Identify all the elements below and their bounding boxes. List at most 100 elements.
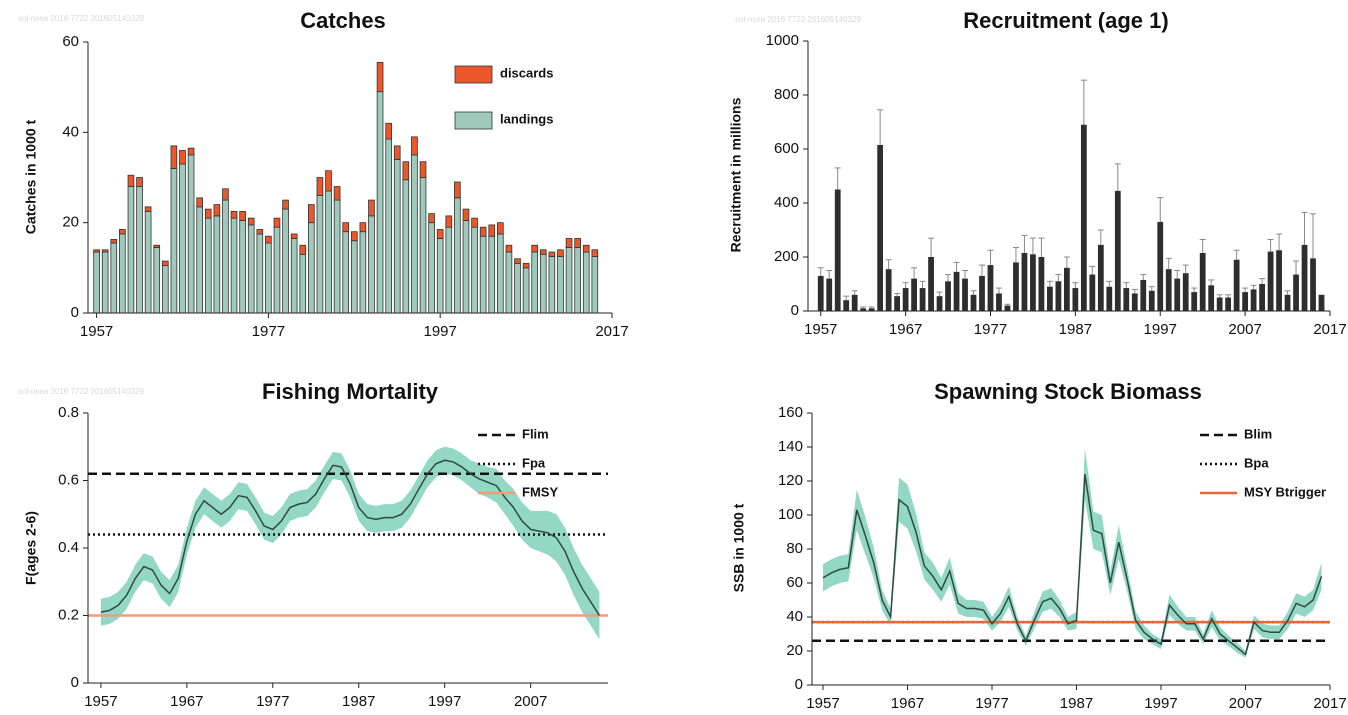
bar-segment <box>265 242 272 314</box>
bar-segment <box>179 149 186 165</box>
bar <box>1165 269 1172 311</box>
bar <box>1191 292 1198 311</box>
bar <box>979 275 985 311</box>
bar-segment <box>591 249 599 257</box>
bar <box>843 300 850 311</box>
bar-segment <box>308 204 315 224</box>
bar-segment <box>411 136 418 156</box>
bar-segment <box>170 168 178 314</box>
bar-segment <box>557 249 564 257</box>
y-tick-label: 100 <box>778 506 803 523</box>
bar <box>1055 281 1062 311</box>
bar-segment <box>539 253 547 314</box>
bar <box>826 278 833 311</box>
bar <box>1114 190 1121 311</box>
bar-segment <box>479 235 487 314</box>
bar-segment <box>393 159 401 314</box>
bar <box>1038 257 1045 311</box>
bar <box>1310 258 1316 311</box>
bar-segment <box>136 177 143 187</box>
bar-segment <box>222 188 229 201</box>
bar <box>1301 244 1308 311</box>
bar-segment <box>479 226 487 237</box>
bar <box>902 288 909 311</box>
bar <box>868 308 875 311</box>
bar-segment <box>574 238 581 248</box>
bar-segment <box>230 210 238 219</box>
bar <box>1225 297 1232 311</box>
bar-segment <box>505 244 513 253</box>
bar-segment <box>170 145 178 169</box>
x-tick-label: 2017 <box>1313 695 1346 712</box>
bar-segment <box>531 244 539 253</box>
bar-segment <box>325 170 332 192</box>
x-tick-label: 1977 <box>975 695 1008 712</box>
bar <box>1276 250 1282 311</box>
bar <box>1157 221 1164 311</box>
bar-segment <box>419 177 427 314</box>
bar-segment <box>290 238 298 314</box>
bar <box>877 144 884 311</box>
bar <box>1182 273 1189 311</box>
bar <box>1259 284 1265 311</box>
bar-segment <box>393 145 401 160</box>
bar-segment <box>368 199 375 217</box>
bar-segment <box>127 186 135 314</box>
bar <box>953 271 960 311</box>
bar-segment <box>256 229 264 235</box>
watermark: sol-nsea 2016 7722 201605140329 <box>18 14 144 23</box>
bar-segment <box>299 244 307 255</box>
x-tick-label: 1977 <box>974 321 1007 338</box>
line <box>822 474 1323 656</box>
bar <box>1021 252 1028 311</box>
bar-segment <box>359 231 367 314</box>
bar-segment <box>161 260 169 266</box>
bar-segment <box>204 217 212 314</box>
y-axis-label: Recruitment in millions <box>728 97 744 252</box>
bar-segment <box>557 256 564 314</box>
y-axis-label: SSB in 1000 t <box>731 503 747 592</box>
bar <box>1013 262 1019 311</box>
bar-segment <box>548 256 556 314</box>
bar-segment <box>445 215 453 228</box>
bar-segment <box>574 247 581 314</box>
bar <box>1072 288 1079 311</box>
x-tick-label: 1997 <box>424 323 457 340</box>
y-tick-label: 0.2 <box>58 606 79 623</box>
bar-segment <box>93 251 100 314</box>
x-tick-label: 1997 <box>1144 695 1177 712</box>
bar-segment <box>119 233 126 314</box>
bar-segment <box>376 61 384 93</box>
y-tick-label: 800 <box>774 86 799 103</box>
bar <box>996 293 1002 311</box>
bar-segment <box>144 210 152 314</box>
bar-segment <box>256 233 264 314</box>
bar <box>1199 252 1206 311</box>
x-tick-label: 2007 <box>1229 695 1262 712</box>
x-tick-label: 1957 <box>804 321 837 338</box>
bar <box>1250 289 1257 311</box>
bar-segment <box>350 231 358 242</box>
y-tick-label: 0.4 <box>58 539 79 556</box>
watermark: sol-nsea 2016 7722 201605140329 <box>735 15 861 24</box>
bar-segment <box>316 195 324 314</box>
bar-segment <box>196 197 203 208</box>
bar-segment <box>119 229 126 235</box>
bar-segment <box>230 217 238 314</box>
bar <box>1089 274 1096 311</box>
x-tick-label: 2007 <box>514 693 547 710</box>
bar <box>1030 254 1036 311</box>
bar <box>970 294 977 311</box>
bar <box>1318 294 1325 311</box>
bar-segment <box>565 247 573 314</box>
bar <box>1047 286 1053 311</box>
x-tick-label: 1977 <box>256 693 289 710</box>
y-tick-label: 120 <box>778 472 803 489</box>
y-tick-label: 0 <box>71 304 79 321</box>
bar-segment <box>247 217 255 226</box>
legend-label: Flim <box>522 426 549 441</box>
bar-segment <box>582 244 590 253</box>
bar-segment <box>376 91 384 314</box>
x-tick-label: 1967 <box>891 695 924 712</box>
